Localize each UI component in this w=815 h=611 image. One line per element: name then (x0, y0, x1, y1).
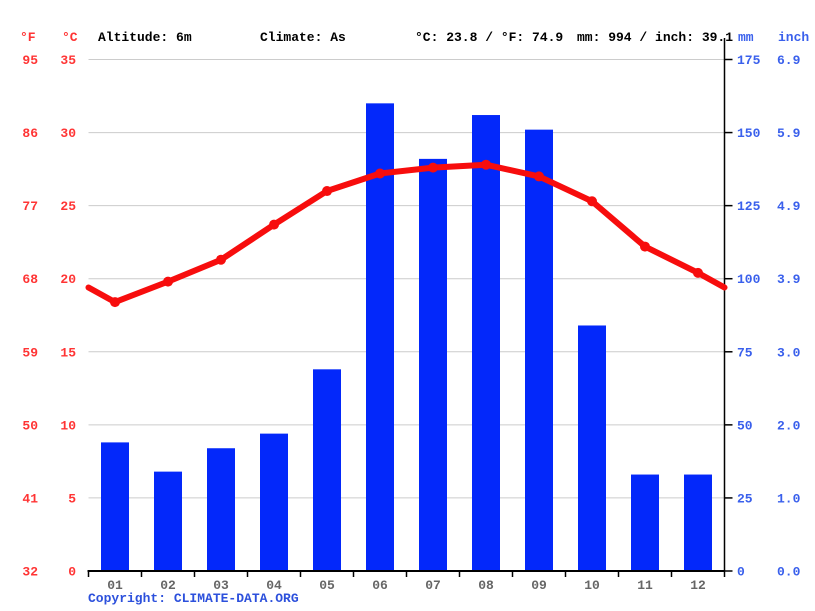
f-tick-label: 59 (22, 345, 38, 360)
temperature-point-02 (163, 276, 173, 287)
mm-tick-label: 75 (737, 345, 753, 360)
temperature-line (85, 161, 728, 306)
precip-bar-12 (684, 474, 712, 571)
mm-axis-unit: mm (738, 30, 754, 45)
c-tick-label: 5 (68, 491, 76, 506)
month-label-10: 10 (584, 578, 600, 593)
inch-tick-label: 3.0 (777, 345, 801, 360)
copyright-link[interactable]: CLIMATE-DATA.ORG (173, 591, 299, 606)
month-label-03: 03 (213, 578, 229, 593)
temperature-point-11 (640, 241, 650, 252)
inch-tick-label: 3.9 (777, 272, 801, 287)
month-label-05: 05 (319, 578, 335, 593)
month-label-06: 06 (372, 578, 388, 593)
precip-bar-02 (154, 471, 182, 571)
mm-tick-label: 175 (737, 53, 761, 68)
month-label-09: 09 (531, 578, 547, 593)
mm-tick-label: 100 (737, 272, 761, 287)
mm-tick-label: 125 (737, 199, 761, 214)
annual-precip-summary: mm: 994 / inch: 39.1 (577, 30, 734, 45)
temperature-point-05 (322, 186, 332, 197)
month-label-01: 01 (107, 578, 123, 593)
precip-bar-05 (313, 369, 341, 571)
c-tick-label: 35 (60, 53, 76, 68)
temperature-point-10 (587, 196, 597, 207)
inch-tick-label: 4.9 (777, 199, 801, 214)
mm-tick-label: 0 (737, 565, 745, 580)
copyright-label: Copyright: (88, 591, 174, 606)
temperature-point-07 (428, 162, 438, 173)
precip-bar-11 (631, 474, 659, 571)
precip-bar-03 (207, 448, 235, 571)
altitude-label: Altitude: 6m (98, 30, 192, 45)
temperature-point-01 (110, 297, 120, 308)
temperature-point-06 (375, 168, 385, 179)
climate-type-label: Climate: As (260, 30, 346, 45)
c-tick-label: 30 (60, 126, 76, 141)
f-axis-unit: °F (20, 30, 36, 45)
f-tick-label: 50 (22, 418, 38, 433)
inch-tick-label: 1.0 (777, 491, 801, 506)
c-tick-label: 0 (68, 565, 76, 580)
copyright: Copyright: CLIMATE-DATA.ORG (88, 591, 299, 606)
f-tick-label: 86 (22, 126, 38, 141)
precip-bar-04 (260, 433, 288, 571)
f-tick-label: 41 (22, 491, 38, 506)
month-label-12: 12 (690, 578, 706, 593)
c-tick-label: 20 (60, 272, 76, 287)
precip-bar-06 (366, 103, 394, 571)
precip-bar-09 (525, 129, 553, 572)
temperature-point-04 (269, 219, 279, 230)
inch-tick-label: 0.0 (777, 565, 801, 580)
inch-tick-label: 5.9 (777, 126, 801, 141)
temperature-point-12 (693, 267, 703, 278)
month-label-07: 07 (425, 578, 441, 593)
inch-tick-label: 2.0 (777, 418, 801, 433)
month-label-02: 02 (160, 578, 176, 593)
c-tick-label: 10 (60, 418, 76, 433)
c-tick-label: 15 (60, 345, 76, 360)
month-label-11: 11 (637, 578, 653, 593)
precip-bar-08 (472, 115, 500, 571)
temperature-point-03 (216, 254, 226, 265)
f-tick-label: 68 (22, 272, 38, 287)
mm-tick-label: 150 (737, 126, 761, 141)
c-tick-label: 25 (60, 199, 76, 214)
avg-temp-summary: °C: 23.8 / °F: 74.9 (415, 30, 564, 45)
inch-axis-unit: inch (778, 30, 810, 45)
mm-tick-label: 50 (737, 418, 753, 433)
f-tick-label: 32 (22, 565, 38, 580)
inch-tick-label: 6.9 (777, 53, 801, 68)
f-tick-label: 95 (22, 53, 38, 68)
month-label-04: 04 (266, 578, 282, 593)
precip-bar-01 (101, 442, 129, 571)
precip-bar-07 (419, 158, 447, 571)
temperature-point-09 (534, 171, 544, 182)
c-axis-unit: °C (62, 30, 78, 45)
precip-bar-10 (578, 325, 606, 571)
temperature-point-08 (481, 159, 491, 170)
f-tick-label: 77 (22, 199, 38, 214)
mm-tick-label: 25 (737, 491, 753, 506)
month-label-08: 08 (478, 578, 494, 593)
